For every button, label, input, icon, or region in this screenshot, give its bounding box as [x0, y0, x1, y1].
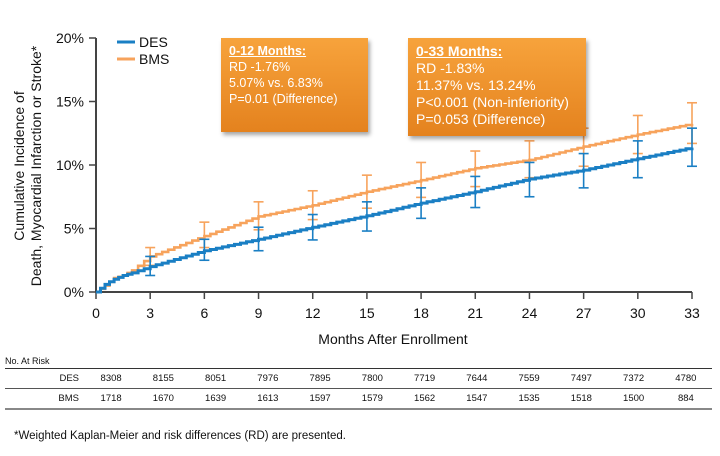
- series-layer: [96, 101, 697, 294]
- risk-cell: 1718: [85, 388, 138, 410]
- km-curve-des: [96, 147, 694, 294]
- risk-row-des: DES 8308 8155 8051 7976 7895 7800 7719 7644 7559…: [5, 368, 712, 389]
- annotation-0-33-title: 0-33 Months:: [416, 43, 503, 59]
- risk-cell: 1547: [450, 388, 503, 410]
- risk-cell: 7895: [294, 368, 347, 389]
- risk-cell: 7800: [346, 368, 399, 389]
- risk-cell: 7372: [607, 368, 660, 389]
- legend-label-des: DES: [139, 34, 168, 50]
- risk-cell: 884: [659, 388, 712, 410]
- risk-cell: 7497: [555, 368, 608, 389]
- risk-cell: 8308: [85, 368, 138, 389]
- annotation-0-12-title: 0-12 Months:: [229, 44, 307, 58]
- risk-row-bms: BMS 1718 1670 1639 1613 1597 1579 1562 1547 1535…: [5, 388, 712, 410]
- y-axis-title-line-2: Death, Myocardial Infarction or Stroke*: [28, 45, 44, 286]
- annotation-0-12-rates: 5.07% vs. 6.83%: [229, 76, 323, 90]
- risk-cell: 8155: [137, 368, 190, 389]
- risk-cell: 1562: [398, 388, 451, 410]
- error-bar-des: [687, 127, 697, 168]
- x-tick-label: 33: [684, 305, 700, 321]
- x-tick-label: 24: [522, 305, 538, 321]
- annotation-0-12-months: 0-12 Months: RD -1.76% 5.07% vs. 6.83% P…: [221, 38, 368, 132]
- annotation-0-33-rd: RD -1.83%: [416, 60, 485, 76]
- annotation-0-33-p-diff: P=0.053 (Difference): [416, 111, 546, 127]
- x-tick-label: 12: [305, 305, 321, 321]
- legend: DES BMS: [117, 34, 169, 67]
- risk-cell: 7719: [398, 368, 451, 389]
- legend-label-bms: BMS: [139, 51, 169, 67]
- risk-cell: 1535: [503, 388, 556, 410]
- risk-cell: 1670: [137, 388, 190, 410]
- y-tick-label: 15%: [56, 94, 84, 110]
- series-bms: [96, 101, 697, 294]
- risk-cell: 1518: [555, 388, 608, 410]
- x-tick-label: 15: [359, 305, 375, 321]
- y-tick-label: 5%: [64, 221, 84, 237]
- risk-table: DES 8308 8155 8051 7976 7895 7800 7719 7644 7559…: [5, 368, 712, 410]
- annotation-0-12-rd: RD -1.76%: [229, 60, 291, 74]
- risk-cell: 1597: [294, 388, 347, 410]
- x-tick-label: 30: [630, 305, 646, 321]
- y-tick-label: 20%: [56, 30, 84, 46]
- risk-cell: 7976: [241, 368, 294, 389]
- footnote: *Weighted Kaplan-Meier and risk differen…: [14, 430, 346, 442]
- y-axis-title: Cumulative Incidence of Death, Myocardia…: [11, 45, 44, 286]
- annotation-0-33-p-noninf: P<0.001 (Non-inferiority): [416, 94, 569, 110]
- km-chart: Cumulative Incidence of Death, Myocardia…: [11, 30, 700, 347]
- x-tick-label: 27: [576, 305, 592, 321]
- risk-table-header: No. At Risk: [5, 356, 50, 366]
- risk-cell: 8051: [189, 368, 242, 389]
- km-curve-bms: [96, 123, 694, 294]
- x-tick-label: 21: [467, 305, 483, 321]
- risk-cell: 7644: [450, 368, 503, 389]
- risk-cell: 1579: [346, 388, 399, 410]
- x-tick-label: 6: [200, 305, 208, 321]
- y-ticks: 0% 5% 10% 15% 20%: [56, 30, 96, 300]
- annotation-0-12-p: P=0.01 (Difference): [229, 92, 338, 106]
- x-ticks: 0 3 6 9 12 15 18 21 24 27 30 33: [92, 292, 700, 321]
- x-tick-label: 0: [92, 305, 100, 321]
- x-tick-label: 18: [413, 305, 429, 321]
- annotation-0-33-rates: 11.37% vs. 13.24%: [416, 77, 536, 93]
- x-tick-label: 9: [255, 305, 263, 321]
- risk-cell: 1639: [189, 388, 242, 410]
- risk-cell: 7559: [503, 368, 556, 389]
- risk-cell: 1613: [241, 388, 294, 410]
- risk-row-label: BMS: [5, 388, 85, 410]
- y-axis-title-line-1: Cumulative Incidence of: [11, 91, 27, 241]
- risk-cell: 4780: [659, 368, 712, 389]
- risk-cell: 1500: [607, 388, 660, 410]
- x-axis-title: Months After Enrollment: [318, 331, 468, 347]
- x-tick-label: 3: [146, 305, 154, 321]
- series-des: [96, 127, 697, 294]
- y-tick-label: 10%: [56, 157, 84, 173]
- risk-row-label: DES: [5, 368, 85, 389]
- y-tick-label: 0%: [64, 284, 84, 300]
- annotation-0-33-months: 0-33 Months: RD -1.83% 11.37% vs. 13.24%…: [408, 38, 586, 136]
